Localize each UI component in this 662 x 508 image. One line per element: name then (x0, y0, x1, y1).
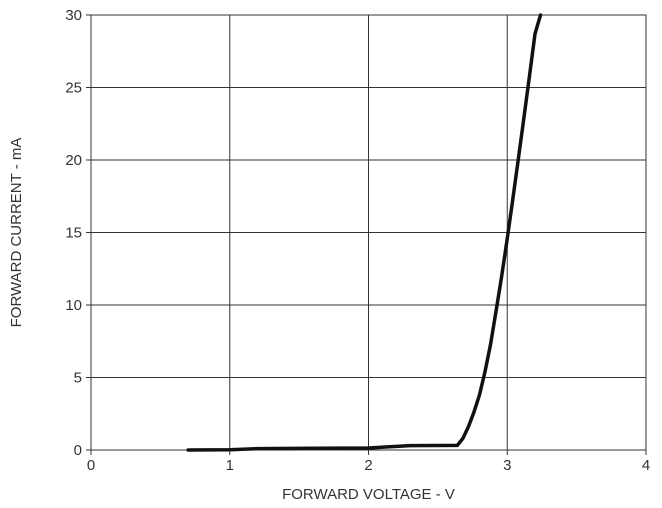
x-tick-label: 2 (364, 457, 372, 474)
series-line (186, 13, 543, 452)
grid (86, 14, 647, 455)
y-tick-label: 10 (65, 297, 82, 314)
tick-labels: 0 1 2 3 4 0 5 10 15 20 25 30 (65, 7, 650, 474)
x-tick-label: 4 (642, 457, 650, 474)
y-axis-label: FORWARD CURRENT - mA (8, 138, 25, 328)
y-tick-label: 0 (74, 442, 82, 459)
y-tick-label: 15 (65, 225, 82, 242)
x-axis-label: FORWARD VOLTAGE - V (282, 486, 455, 503)
y-tick-label: 5 (74, 370, 82, 387)
series-layer (186, 13, 543, 452)
y-tick-label: 30 (65, 7, 82, 24)
y-tick-label: 20 (65, 152, 82, 169)
x-tick-label: 3 (503, 457, 511, 474)
x-tick-label: 1 (226, 457, 234, 474)
plot-frame (90, 14, 647, 451)
y-tick-label: 25 (65, 80, 82, 97)
x-tick-label: 0 (87, 457, 95, 474)
